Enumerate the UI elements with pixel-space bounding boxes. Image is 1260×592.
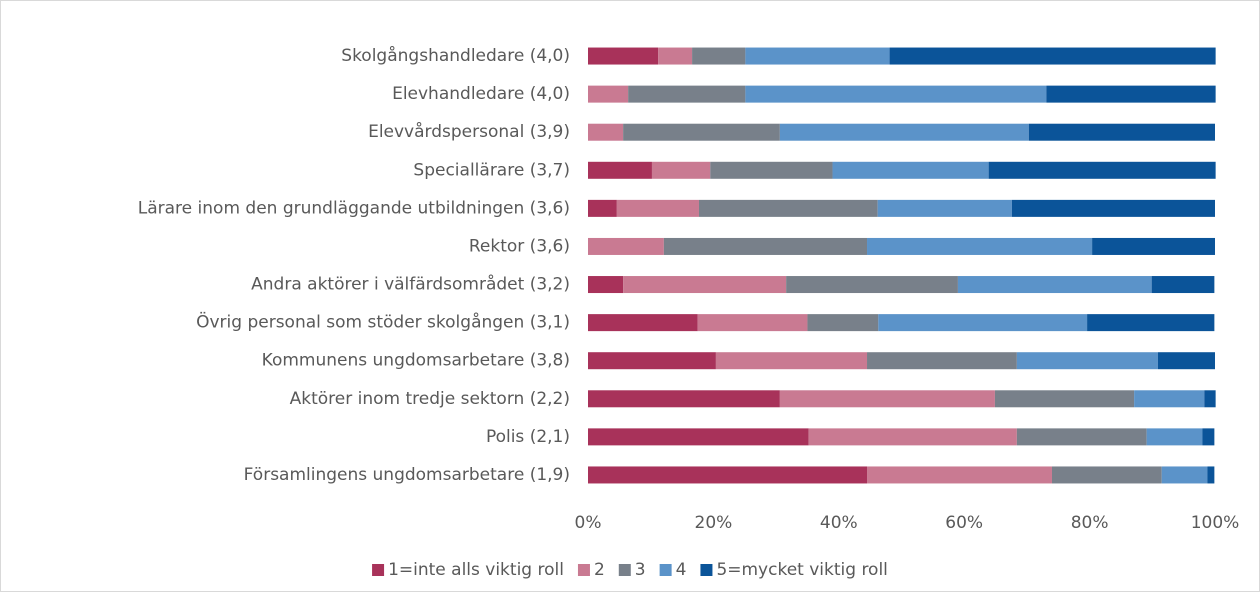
bar-segment (588, 237, 664, 255)
bar-segment (663, 237, 868, 255)
legend-swatch (577, 564, 590, 576)
category-label: Aktörer inom tredje sektorn (2,2) (290, 389, 570, 409)
bar-segment (877, 199, 1012, 217)
bar-segment (628, 85, 746, 103)
legend-label: 5=mycket viktig roll (716, 560, 887, 580)
bar-segment (616, 199, 699, 217)
bar-segment (588, 276, 624, 294)
bar-segment (957, 276, 1152, 294)
category-label: Församlingens ungdomsarbetare (1,9) (244, 465, 570, 485)
bar-segment (697, 314, 808, 332)
bar-segment (867, 466, 1052, 484)
bar-segment (588, 314, 698, 332)
category-label: Andra aktörer i välfärdsområdet (3,2) (251, 274, 570, 295)
bar-segment (698, 199, 878, 217)
x-tick-label: 0% (575, 513, 602, 533)
legend-swatch (372, 564, 385, 576)
bar-segment (745, 85, 1047, 103)
bar-segment (588, 428, 809, 446)
bar-segment (588, 161, 652, 179)
category-label: Rektor (3,6) (469, 236, 570, 256)
legend-swatch (659, 564, 672, 576)
bar-segment (889, 47, 1216, 65)
bar-segment (1046, 85, 1216, 103)
bar-segment (588, 390, 780, 408)
bar-segment (1051, 466, 1162, 484)
bar-segment (1151, 276, 1215, 294)
category-label: Speciallärare (3,7) (413, 160, 570, 180)
bar-segment (1092, 237, 1215, 255)
bar-segment (1134, 390, 1205, 408)
bar-segment (1161, 466, 1208, 484)
legend-label: 4 (676, 560, 687, 580)
bar-segment (779, 390, 995, 408)
bar-segment (588, 466, 868, 484)
bar-segment (867, 352, 1017, 370)
bar-segment (1207, 466, 1215, 484)
bar-segment (623, 123, 780, 141)
category-label: Övrig personal som stöder skolgången (3,… (196, 311, 570, 333)
bar-segment (867, 237, 1093, 255)
bar-segment (1028, 123, 1215, 141)
bar-segment (988, 161, 1216, 179)
bar-segment (1016, 352, 1158, 370)
bar-segment (1202, 428, 1215, 446)
bar-segment (658, 47, 693, 65)
bar-segment (588, 123, 624, 141)
category-label: Elevvårdspersonal (3,9) (368, 121, 570, 142)
bar-segment (1016, 428, 1147, 446)
bar-segment (1157, 352, 1215, 370)
bar-segment (588, 47, 659, 65)
bar-segment (1146, 428, 1203, 446)
x-tick-label: 60% (945, 513, 983, 533)
bar-segment (588, 199, 617, 217)
bar-segment (878, 314, 1088, 332)
legend-swatch (700, 564, 713, 576)
category-label: Skolgångshandledare (4,0) (341, 45, 570, 66)
x-tick-label: 100% (1191, 513, 1240, 533)
bar-segment (1087, 314, 1215, 332)
x-tick-label: 40% (820, 513, 858, 533)
category-label: Lärare inom den grundläggande utbildning… (138, 198, 570, 218)
bar-segment (807, 314, 879, 332)
bar-segment (588, 352, 716, 370)
bar-segment (832, 161, 989, 179)
bar-segment (651, 161, 711, 179)
bar-segment (715, 352, 868, 370)
bar-segment (623, 276, 787, 294)
bar-segment (1204, 390, 1216, 408)
legend-swatch (618, 564, 631, 576)
bar-segment (745, 47, 890, 65)
legend-label: 1=inte alls viktig roll (388, 560, 564, 580)
legend-label: 3 (635, 560, 646, 580)
category-label: Elevhandledare (4,0) (392, 84, 570, 104)
category-label: Polis (2,1) (486, 427, 570, 447)
x-tick-label: 80% (1071, 513, 1109, 533)
bar-segment (692, 47, 746, 65)
bar-segment (994, 390, 1135, 408)
bar-segment (588, 85, 629, 103)
category-label: Kommunens ungdomsarbetare (3,8) (262, 351, 570, 371)
bar-segment (710, 161, 833, 179)
bar-segment (779, 123, 1029, 141)
bar-segment (808, 428, 1017, 446)
bar-segment (786, 276, 958, 294)
legend-label: 2 (594, 560, 605, 580)
bar-segment (1011, 199, 1215, 217)
x-tick-label: 20% (695, 513, 733, 533)
